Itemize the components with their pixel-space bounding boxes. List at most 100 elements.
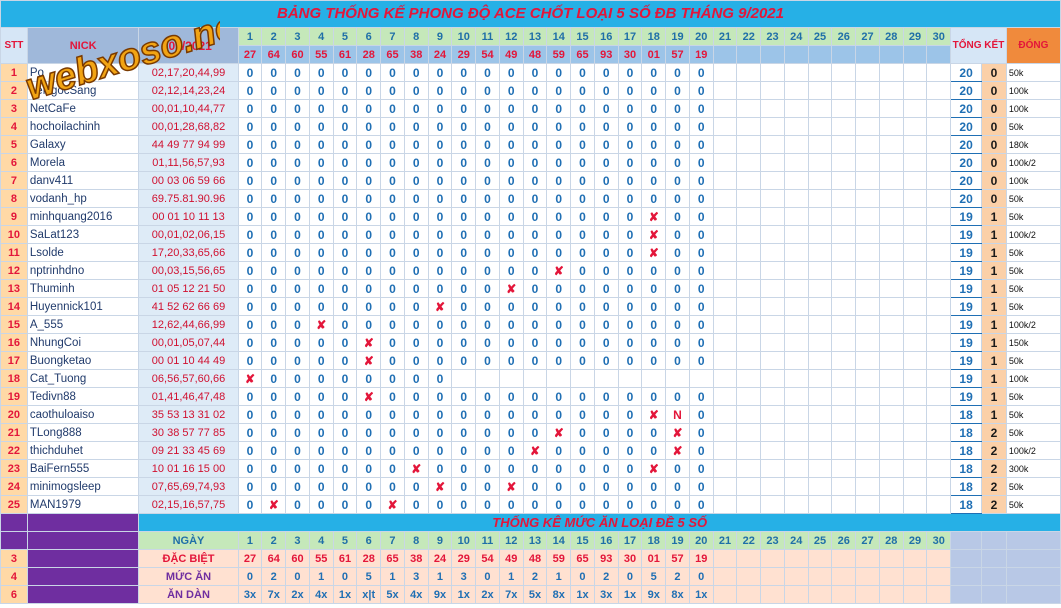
empty-cell xyxy=(736,243,762,262)
mark-cell: 0 xyxy=(522,153,548,172)
table-row: 15 A_555 12,62,44,66,99 0 0 0 ✘ 0 0 0 0 0 0 0 0 0 0 0 0 0 0 0… xyxy=(0,315,1061,334)
row-number: 4 xyxy=(0,117,28,136)
day-header: 20 xyxy=(688,27,714,46)
mark-cell: 0 xyxy=(498,351,524,370)
muc-an-cell: 3 xyxy=(403,567,429,586)
result-cell: 49 xyxy=(498,45,524,64)
mark-cell: 0 xyxy=(332,369,358,388)
player-nick: Po xyxy=(26,63,140,82)
row-number: 22 xyxy=(0,441,28,460)
empty-cell xyxy=(760,99,785,118)
player-nick: Huyennick101 xyxy=(26,297,140,316)
mark-cell: 0 xyxy=(546,441,572,460)
mark-cell: 0 xyxy=(570,99,595,118)
mark-cell: 0 xyxy=(665,333,690,352)
ket-cell: 1 xyxy=(981,261,1007,280)
amount-cell: 100k/2 xyxy=(1005,153,1061,172)
mark-cell: 0 xyxy=(570,477,595,496)
mark-cell: 0 xyxy=(593,423,619,442)
empty-cell xyxy=(783,477,809,496)
mark-cell: ✘ xyxy=(498,477,524,496)
mark-cell: 0 xyxy=(285,261,310,280)
mark-cell: 0 xyxy=(308,117,334,136)
empty-cell xyxy=(736,261,762,280)
mark-cell: 0 xyxy=(332,405,358,424)
mark-cell: 0 xyxy=(237,135,263,154)
mark-cell: ✘ xyxy=(546,423,572,442)
empty-cell xyxy=(926,207,952,226)
empty-cell xyxy=(831,117,857,136)
empty-cell xyxy=(783,459,809,478)
player-numbers: 02,12,14,23,24 xyxy=(138,81,239,100)
player-numbers: 02,17,20,44,99 xyxy=(138,63,239,82)
amount-cell: 50k xyxy=(1005,207,1061,226)
mark-cell: 0 xyxy=(570,351,595,370)
mark-cell: 0 xyxy=(380,261,405,280)
mark-cell: 0 xyxy=(522,171,548,190)
mark-cell: 0 xyxy=(546,171,572,190)
mark-cell: 0 xyxy=(427,117,453,136)
day-header: 16 xyxy=(593,27,619,46)
mark-cell: 0 xyxy=(237,297,263,316)
blank-cell xyxy=(981,585,1007,604)
mark-cell: 0 xyxy=(332,117,358,136)
mark-cell: 0 xyxy=(498,99,524,118)
mark-cell: 0 xyxy=(498,207,524,226)
mark-cell: 0 xyxy=(237,279,263,298)
ket-cell: 2 xyxy=(981,441,1007,460)
mark-cell: 0 xyxy=(475,207,500,226)
mark-cell: 0 xyxy=(427,423,453,442)
row-number: 6 xyxy=(0,153,28,172)
mark-cell: 0 xyxy=(688,405,714,424)
mark-cell: 0 xyxy=(688,315,714,334)
empty-cell xyxy=(855,207,880,226)
empty-cell xyxy=(712,351,738,370)
ngay-cell: 28 xyxy=(878,531,904,550)
row-number: 11 xyxy=(0,243,28,262)
mark-cell: 0 xyxy=(570,423,595,442)
empty-cell xyxy=(807,495,833,514)
an-dan-cell: 1x xyxy=(451,585,477,604)
mark-cell: 0 xyxy=(570,63,595,82)
empty-cell xyxy=(855,225,880,244)
mark-cell: 0 xyxy=(380,387,405,406)
day-header: 8 xyxy=(403,27,429,46)
empty-cell xyxy=(760,135,785,154)
empty-cell xyxy=(712,207,738,226)
amount-cell: 50k xyxy=(1005,117,1061,136)
an-dan-cell: 1x xyxy=(617,585,643,604)
mark-cell: 0 xyxy=(617,99,643,118)
empty-cell xyxy=(831,207,857,226)
mark-cell: 0 xyxy=(641,117,667,136)
player-numbers: 07,65,69,74,93 xyxy=(138,477,239,496)
mark-cell: 0 xyxy=(285,153,310,172)
mark-cell: 0 xyxy=(475,279,500,298)
stt-header: STT xyxy=(0,27,28,64)
mark-cell: 0 xyxy=(593,315,619,334)
purple-block xyxy=(26,567,140,586)
empty-cell xyxy=(807,387,833,406)
muc-an-cell: 2 xyxy=(665,567,690,586)
empty-cell xyxy=(902,225,928,244)
empty-cell xyxy=(807,477,833,496)
mark-cell: 0 xyxy=(522,387,548,406)
empty-cell xyxy=(736,441,762,460)
mark-cell: 0 xyxy=(427,441,453,460)
total-cell: 19 xyxy=(950,279,983,298)
mark-cell: 0 xyxy=(498,441,524,460)
empty-cell xyxy=(855,423,880,442)
mark-cell: 0 xyxy=(356,405,382,424)
mark-cell: 0 xyxy=(285,297,310,316)
mark-cell: 0 xyxy=(688,117,714,136)
row-number: 3 xyxy=(0,549,28,568)
mark-cell: 0 xyxy=(641,171,667,190)
mark-cell: 0 xyxy=(403,63,429,82)
mark-cell: 0 xyxy=(261,459,287,478)
mark-cell: 0 xyxy=(308,387,334,406)
empty-cell xyxy=(926,351,952,370)
player-numbers: 12,62,44,66,99 xyxy=(138,315,239,334)
an-dan-cell: 4x xyxy=(308,585,334,604)
an-dan-cell xyxy=(902,585,928,604)
mark-cell: 0 xyxy=(522,477,548,496)
